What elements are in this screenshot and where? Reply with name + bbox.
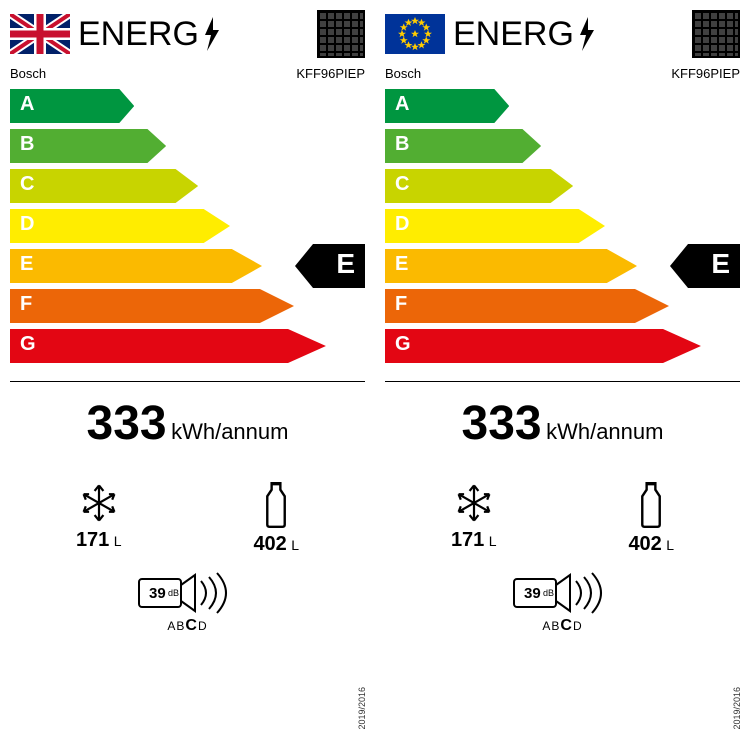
scale-bar-letter: D [20, 213, 34, 236]
scale-bar-e: E [385, 249, 637, 283]
noise-class-rest: D [198, 619, 208, 633]
scale-bar-e: E [10, 249, 262, 283]
scale-bar-c: C [385, 169, 573, 203]
scale-bar-letter: D [395, 213, 409, 236]
kwh-value: 333 [87, 397, 167, 450]
consumption: 333 kWh/annum [385, 396, 740, 451]
energy-title-text: ENERG [78, 15, 199, 54]
fridge-volume: 402 L [253, 481, 299, 556]
efficiency-scale: ABCDEFGE [385, 89, 740, 369]
scale-bar-c: C [10, 169, 198, 203]
lightning-icon [574, 17, 600, 51]
freezer-value: 171 [451, 529, 484, 551]
rating-indicator: E [295, 244, 365, 288]
noise-class-pre: AB [542, 619, 560, 633]
kwh-unit: kWh/annum [171, 419, 288, 444]
noise-class-selected: C [560, 617, 573, 634]
model-row: Bosch KFF96PIEP [10, 66, 365, 81]
header: ENERG [10, 10, 365, 58]
svg-text:39: 39 [149, 585, 166, 602]
bottle-icon [260, 481, 292, 529]
qr-code-icon [692, 10, 740, 58]
uk-flag-icon [10, 14, 70, 54]
noise-class: ABCD [10, 617, 365, 635]
scale-bar-letter: E [20, 253, 33, 276]
snowflake-icon [452, 481, 496, 525]
scale-bar-f: F [10, 289, 294, 323]
fridge-value: 402 [253, 533, 286, 555]
snowflake-icon [77, 481, 121, 525]
energy-title-text: ENERG [453, 15, 574, 54]
scale-bar-b: B [385, 129, 541, 163]
speaker-icon: 39 dB [133, 571, 243, 615]
scale-bar-letter: C [395, 173, 409, 196]
kwh-unit: kWh/annum [546, 419, 663, 444]
model-text: KFF96PIEP [296, 66, 365, 81]
energy-title: ENERG [453, 15, 684, 54]
regulation-note: 2019/2016 [732, 687, 742, 730]
freezer-value: 171 [76, 529, 109, 551]
scale-bar-letter: C [20, 173, 34, 196]
lightning-icon [199, 17, 225, 51]
scale-bar-a: A [10, 89, 134, 123]
fridge-volume: 402 L [628, 481, 674, 556]
scale-bar-letter: F [20, 293, 32, 316]
scale-bar-f: F [385, 289, 669, 323]
scale-bar-letter: F [395, 293, 407, 316]
fridge-unit: L [291, 537, 299, 553]
scale-bar-letter: G [20, 333, 36, 356]
rating-indicator: E [670, 244, 740, 288]
rating-letter: E [711, 248, 730, 280]
scale-bar-g: G [385, 329, 701, 363]
freezer-unit: L [114, 533, 122, 549]
scale-bar-a: A [385, 89, 509, 123]
efficiency-scale: ABCDEFGE [10, 89, 365, 369]
scale-bar-d: D [10, 209, 230, 243]
freezer-volume: 171 L [451, 481, 497, 556]
freezer-unit: L [489, 533, 497, 549]
energy-title: ENERG [78, 15, 309, 54]
scale-bar-letter: E [395, 253, 408, 276]
scale-bar-letter: A [395, 93, 409, 116]
divider [385, 381, 740, 382]
freezer-volume: 171 L [76, 481, 122, 556]
volume-row: 171 L 402 L [10, 481, 365, 556]
consumption: 333 kWh/annum [10, 396, 365, 451]
noise-class: ABCD [385, 617, 740, 635]
noise-row: 39 dB ABCD [10, 571, 365, 635]
noise-class-selected: C [185, 617, 198, 634]
speaker-icon: 39 dB [508, 571, 618, 615]
scale-bar-letter: A [20, 93, 34, 116]
energy-label-eu: ENERG Bosch KFF96PIEP ABCDEFGE 333 kWh/a… [385, 10, 740, 740]
rating-letter: E [336, 248, 355, 280]
bottle-icon [635, 481, 667, 529]
noise-class-pre: AB [167, 619, 185, 633]
kwh-value: 333 [462, 397, 542, 450]
svg-text:dB: dB [168, 588, 179, 598]
scale-bar-b: B [10, 129, 166, 163]
brand-text: Bosch [385, 66, 421, 81]
energy-label-uk: ENERG Bosch KFF96PIEP ABCDEFGE 333 kWh/a… [10, 10, 365, 740]
svg-text:dB: dB [543, 588, 554, 598]
eu-flag-icon [385, 14, 445, 54]
svg-text:39: 39 [524, 585, 541, 602]
model-text: KFF96PIEP [671, 66, 740, 81]
divider [10, 381, 365, 382]
scale-bar-g: G [10, 329, 326, 363]
brand-text: Bosch [10, 66, 46, 81]
scale-bar-letter: B [20, 133, 34, 156]
scale-bar-letter: B [395, 133, 409, 156]
volume-row: 171 L 402 L [385, 481, 740, 556]
noise-row: 39 dB ABCD [385, 571, 740, 635]
scale-bar-letter: G [395, 333, 411, 356]
regulation-note: 2019/2016 [357, 687, 367, 730]
fridge-unit: L [666, 537, 674, 553]
fridge-value: 402 [628, 533, 661, 555]
model-row: Bosch KFF96PIEP [385, 66, 740, 81]
qr-code-icon [317, 10, 365, 58]
scale-bar-d: D [385, 209, 605, 243]
header: ENERG [385, 10, 740, 58]
noise-class-rest: D [573, 619, 583, 633]
